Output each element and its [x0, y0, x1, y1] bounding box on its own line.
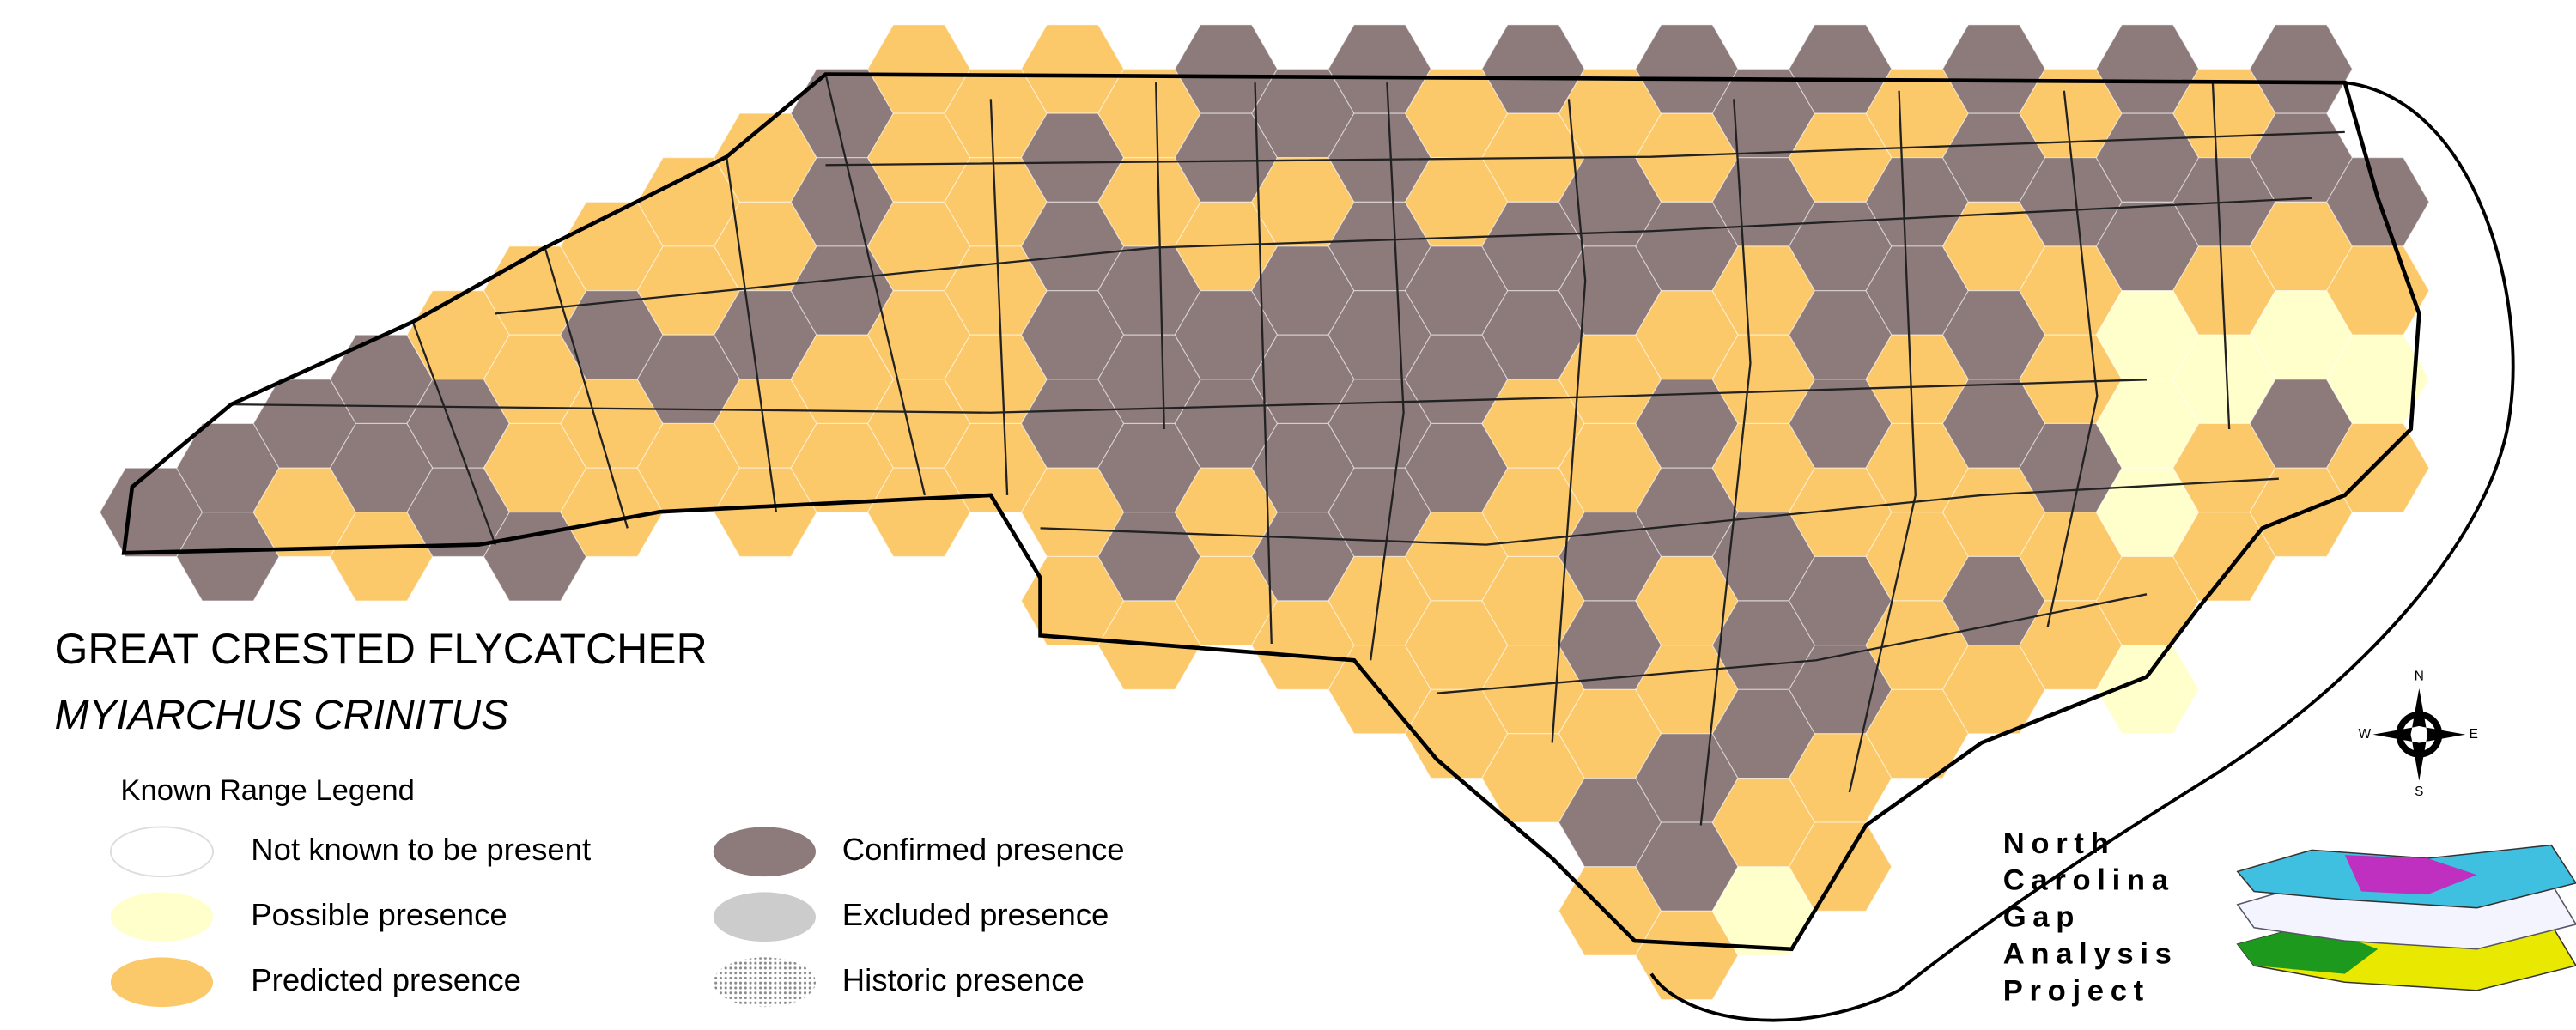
legend-label: Possible presence: [251, 897, 507, 932]
legend-swatch: [713, 892, 816, 942]
legend: Not known to be present Possible presence…: [109, 826, 1125, 1008]
county-lines: [231, 74, 2345, 826]
hex-cell: [2095, 645, 2200, 735]
logo-layer: [2344, 855, 2477, 895]
compass-east: E: [2470, 727, 2478, 742]
legend-swatch: [713, 957, 816, 1008]
legend-label: Excluded presence: [842, 897, 1109, 932]
legend-swatch: [110, 892, 214, 942]
compass-south: S: [2415, 785, 2423, 799]
legend-label: Predicted presence: [251, 962, 521, 997]
legend-title: Known Range Legend: [120, 774, 415, 807]
legend-label: Historic presence: [842, 962, 1084, 997]
species-title: GREAT CRESTED FLYCATCHER: [54, 625, 707, 673]
logo-word: Gap: [2003, 901, 2081, 934]
compass-west: W: [2359, 727, 2372, 742]
legend-swatch: [109, 826, 215, 878]
state-outline: [121, 72, 2421, 952]
species-scientific-name: MYIARCHUS CRINITUS: [54, 692, 508, 738]
compass-star: [2372, 688, 2466, 781]
logo-word: Project: [2003, 974, 2150, 1007]
logo-word: North: [2003, 827, 2116, 860]
legend-label: Not known to be present: [251, 832, 591, 867]
compass-center: [2410, 726, 2427, 743]
legend-swatch: [110, 957, 214, 1008]
compass-north: N: [2415, 670, 2424, 684]
logo-word: Carolina: [2003, 864, 2175, 897]
legend-swatch: [713, 827, 816, 877]
county-line: [411, 74, 2231, 826]
compass: N S E W: [2359, 670, 2478, 800]
coastal-boundary: [1649, 81, 2515, 1022]
county-line: [231, 130, 2345, 694]
logo-word: Analysis: [2003, 937, 2178, 970]
legend-label: Confirmed presence: [842, 832, 1125, 867]
